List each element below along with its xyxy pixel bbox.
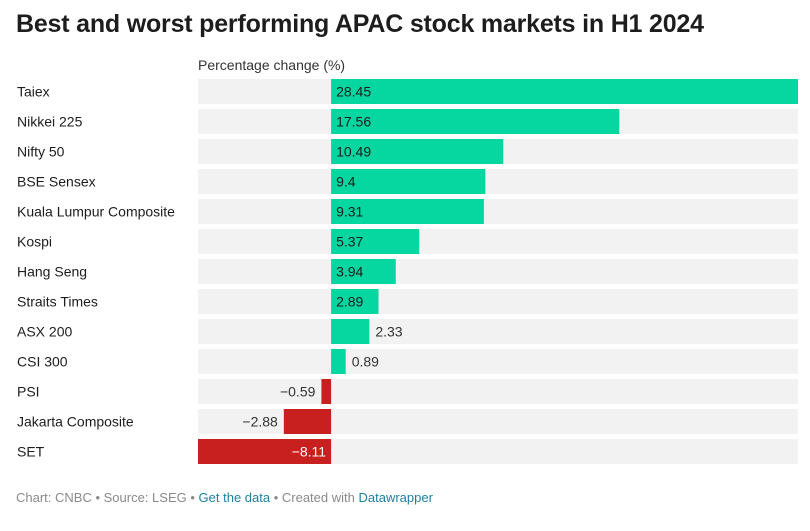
bar (331, 139, 504, 164)
category-label: SET (17, 444, 45, 460)
datawrapper-link[interactable]: Datawrapper (358, 490, 433, 505)
bar (331, 79, 798, 104)
bar (331, 199, 484, 224)
value-label: 0.89 (352, 354, 379, 370)
value-label: 9.31 (336, 204, 363, 220)
value-label: −0.59 (280, 384, 316, 400)
chart-title: Best and worst performing APAC stock mar… (16, 10, 704, 38)
value-label: 9.4 (336, 174, 356, 190)
created-with-text: Created with (281, 490, 355, 505)
bar (331, 229, 420, 254)
bar (331, 259, 396, 284)
value-label: 3.94 (336, 264, 363, 280)
bar (331, 319, 370, 344)
category-label: PSI (17, 384, 40, 400)
bar-row-background (198, 379, 798, 404)
category-label: ASX 200 (17, 324, 72, 340)
category-label: Taiex (17, 84, 50, 100)
bar (283, 409, 332, 434)
bar-row-background (198, 199, 798, 224)
category-label: Nifty 50 (17, 144, 65, 160)
value-label: −8.11 (292, 444, 327, 460)
bar-row-background (198, 169, 798, 194)
footer-separator: • (186, 490, 199, 505)
category-label: CSI 300 (17, 354, 68, 370)
bar (331, 289, 379, 314)
bar-row-background (198, 349, 798, 374)
category-label: Hang Seng (17, 264, 87, 280)
value-label: 2.33 (375, 324, 402, 340)
get-the-data-link[interactable]: Get the data (198, 490, 271, 505)
bar-chart: Taiex 28.45 Nikkei 225 17.56 Nifty 50 10.49 BS… (17, 79, 798, 464)
value-label: 5.37 (336, 234, 363, 250)
bar (321, 379, 332, 404)
chart-footer: Chart: CNBC • Source: LSEG • Get the dat… (16, 490, 433, 505)
source-note: Source: LSEG (103, 490, 187, 505)
bar-row-background (198, 229, 798, 254)
value-label: 17.56 (336, 114, 371, 130)
bar-row-background (198, 289, 798, 314)
category-label: Kospi (17, 234, 52, 250)
bar (331, 169, 486, 194)
category-label: Jakarta Composite (17, 414, 134, 430)
value-label: 10.49 (336, 144, 371, 160)
value-label: 2.89 (336, 294, 363, 310)
bar-row-background (198, 319, 798, 344)
footer-separator: • (91, 490, 104, 505)
category-label: Kuala Lumpur Composite (17, 204, 175, 220)
bar-row-background (198, 259, 798, 284)
category-label: BSE Sensex (17, 174, 96, 190)
category-label: Straits Times (17, 294, 98, 310)
bar (331, 349, 346, 374)
chart-credit: Chart: CNBC (16, 490, 92, 505)
axis-title: Percentage change (%) (198, 57, 346, 73)
footer-separator: • (270, 490, 282, 505)
bar (331, 109, 620, 134)
value-label: 28.45 (336, 84, 371, 100)
value-label: −2.88 (242, 414, 278, 430)
bar (198, 439, 332, 464)
category-label: Nikkei 225 (17, 114, 83, 130)
